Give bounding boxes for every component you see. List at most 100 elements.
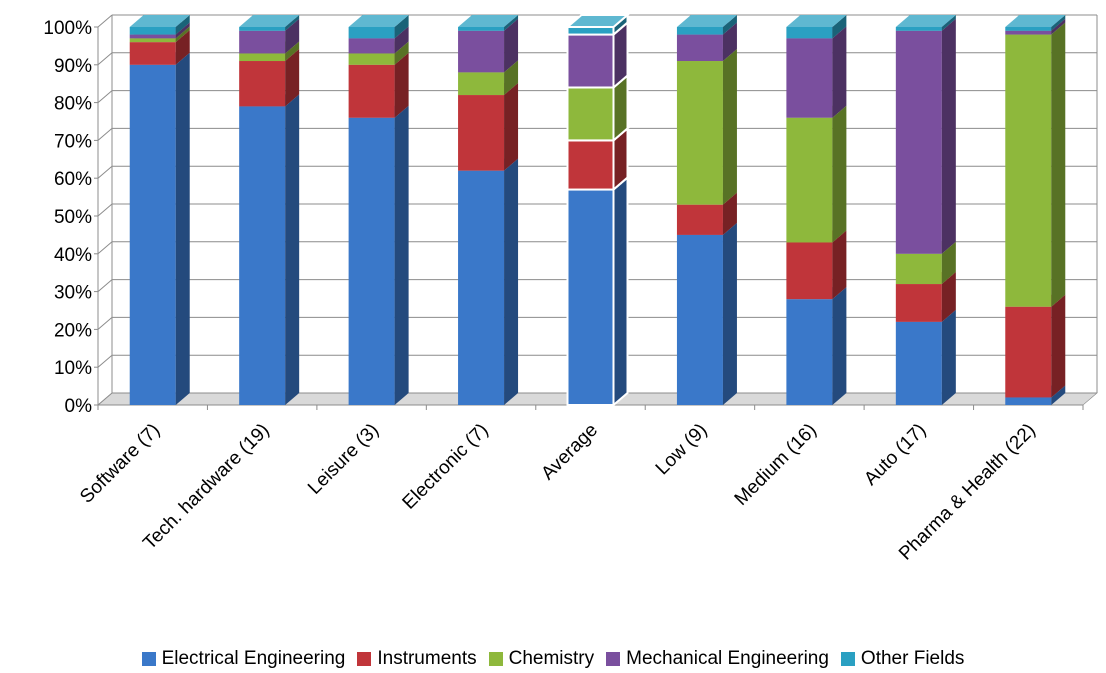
- y-tick-label: 50%: [54, 207, 92, 228]
- legend-item: Instruments: [357, 648, 477, 670]
- bar-segment: [348, 64, 395, 118]
- bar-segment: [129, 42, 176, 65]
- bar-segment-top: [348, 15, 409, 27]
- legend-swatch: [840, 652, 855, 666]
- bar-segment: [129, 27, 176, 35]
- x-tick-label: Leisure (3): [304, 420, 383, 499]
- bar-segment: [239, 27, 286, 31]
- y-tick-label: 80%: [54, 94, 92, 115]
- bar-segment: [566, 33, 615, 89]
- x-tick-label: Electronic (7): [399, 420, 493, 514]
- x-tick-label: Tech. hardware (19): [139, 420, 273, 554]
- bar-segment-side: [175, 52, 190, 406]
- legend-swatch: [357, 652, 372, 666]
- legend-label: Instruments: [377, 648, 477, 669]
- bar-segment: [1005, 34, 1052, 307]
- bar-segment: [458, 30, 505, 73]
- y-tick-label: 10%: [54, 358, 92, 379]
- legend-swatch: [141, 652, 156, 666]
- bar-segment: [458, 170, 505, 405]
- x-tick-label: Software (7): [76, 420, 164, 508]
- bar-segment-top: [458, 15, 519, 27]
- bar-segment-side: [722, 49, 737, 205]
- bar-segment-side: [1051, 294, 1066, 398]
- bar-segment: [676, 27, 723, 35]
- bar-segment-side: [941, 309, 956, 405]
- bar-segment: [895, 284, 942, 322]
- legend-label: Electrical Engineering: [161, 648, 346, 669]
- bar-segment: [895, 27, 942, 31]
- bar-segment-top: [676, 15, 737, 27]
- bar-segment-side: [722, 22, 737, 62]
- y-tick-label: 30%: [54, 283, 92, 304]
- y-tick-label: 60%: [54, 169, 92, 190]
- bar-segment-side: [941, 15, 956, 31]
- gridline-side: [97, 392, 113, 406]
- gridline-side: [97, 90, 113, 103]
- legend-item: Mechanical Engineering: [606, 648, 829, 670]
- bar-segment: [239, 53, 286, 62]
- bar-segment-top: [239, 15, 300, 27]
- bar-segment: [676, 234, 723, 405]
- legend-item: Electrical Engineering: [141, 648, 346, 670]
- bar-segment-side: [285, 41, 300, 62]
- bar-segment: [786, 242, 833, 300]
- bar-segment-side: [504, 15, 519, 31]
- gridline-side: [97, 317, 113, 330]
- bar-segment: [566, 86, 615, 142]
- bar-segment-side: [504, 60, 519, 96]
- bar-segment-side: [394, 41, 409, 65]
- bar-segment-top: [129, 15, 190, 27]
- bar-segment: [239, 30, 286, 54]
- legend-item: Chemistry: [488, 648, 595, 670]
- bar-segment-side: [832, 287, 847, 405]
- bar-segment: [458, 27, 505, 31]
- gridline-side: [97, 279, 113, 292]
- y-tick-label: 20%: [54, 320, 92, 341]
- bar-segment: [566, 26, 615, 36]
- bar-segment-side: [175, 26, 190, 43]
- bar-segment-side: [285, 49, 300, 107]
- y-axis-ticks: 0% 10% 20% 30% 40% 50% 60% 70% 80% 90% 100%: [43, 18, 92, 417]
- bar-segment-side: [832, 230, 847, 300]
- bar-segment-side: [1051, 22, 1066, 307]
- gridline-side: [97, 354, 113, 368]
- legend-swatch: [606, 652, 621, 666]
- legend-item: Other Fields: [840, 648, 965, 670]
- bar-segment-side: [394, 52, 409, 118]
- bar-segment: [1005, 30, 1052, 35]
- bar-segment-side: [285, 94, 300, 405]
- bar-segment: [786, 38, 833, 118]
- gridline-side: [97, 165, 113, 179]
- legend-label: Other Fields: [860, 648, 965, 669]
- bar-segment: [786, 27, 833, 39]
- bar-segment: [895, 253, 942, 285]
- legend-label: Chemistry: [508, 648, 595, 669]
- x-tick-label: Medium (16): [731, 420, 821, 510]
- bar-segment-top: [564, 14, 631, 28]
- y-tick-label: 0%: [65, 396, 93, 417]
- y-tick-label: 70%: [54, 131, 92, 152]
- gridline-side: [97, 241, 113, 255]
- gridline-side: [97, 52, 113, 66]
- bar-segment-side: [394, 15, 409, 39]
- bar-segment: [129, 34, 176, 39]
- gridline-side: [97, 128, 113, 141]
- bar-segment-top: [786, 15, 847, 27]
- gridline-side: [97, 14, 113, 28]
- bar-segment: [458, 95, 505, 171]
- bar-segment: [1005, 397, 1052, 405]
- bar-segment: [239, 106, 286, 405]
- bar-segment: [566, 188, 615, 406]
- legend: Electrical Engineering Instruments Chemist…: [0, 646, 1106, 672]
- bar-segment: [676, 61, 723, 205]
- gridline-side: [97, 203, 113, 217]
- bar-segment-side: [394, 105, 409, 405]
- bar-segment-side: [1051, 15, 1066, 31]
- bar-segment-side: [941, 241, 956, 285]
- x-tick-label: Low (9): [652, 420, 712, 480]
- bar-segment-top: [895, 15, 956, 27]
- bar-segment: [348, 117, 395, 405]
- bar-segment: [348, 38, 395, 54]
- bar-segment-top: [1005, 15, 1066, 27]
